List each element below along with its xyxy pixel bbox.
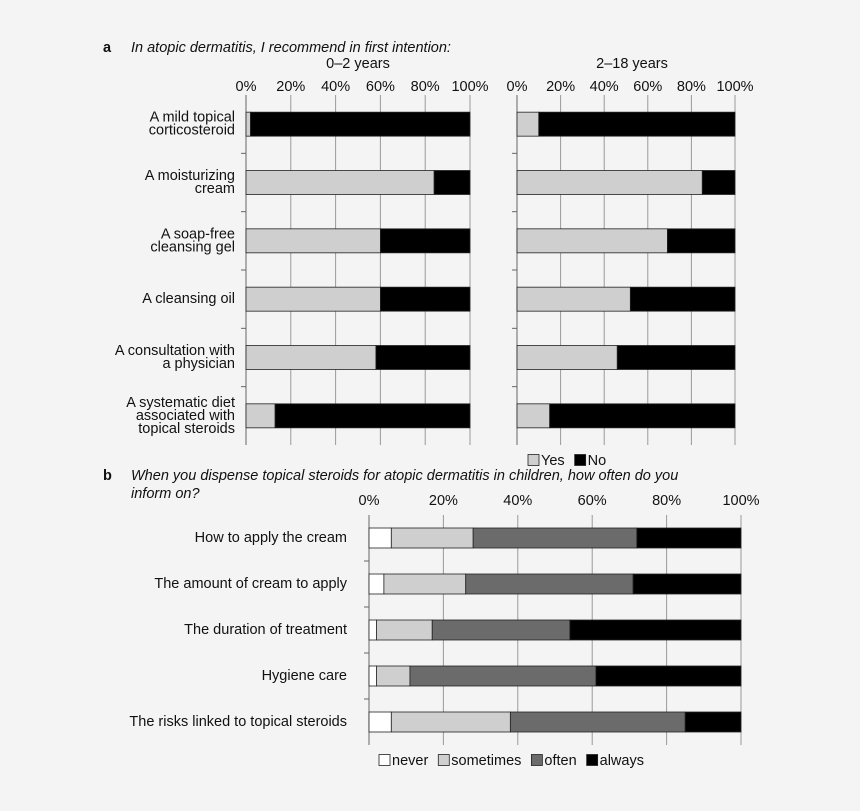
- bar-segment: [379, 228, 471, 254]
- x-tick-label: 100%: [451, 79, 488, 95]
- x-tick-label: 0%: [236, 79, 257, 95]
- category-label: A moisturizing cream: [145, 168, 235, 197]
- legend-label: Yes: [541, 453, 565, 469]
- bar-segment: [245, 228, 381, 254]
- x-tick-label: 100%: [722, 493, 759, 509]
- x-tick-label: 60%: [366, 79, 395, 95]
- bar-segment: [368, 619, 377, 641]
- bar-segment: [667, 228, 736, 254]
- legend-label: No: [588, 453, 607, 469]
- bar-segment: [472, 527, 638, 549]
- bar-segment: [368, 665, 377, 687]
- panel-subtitle: 0–2 years: [326, 56, 390, 72]
- bar-segment: [569, 619, 742, 641]
- bar-segment: [595, 665, 742, 687]
- bar-segment: [516, 111, 540, 137]
- bar-segment: [245, 111, 251, 137]
- bar-segment: [516, 228, 668, 254]
- category-label: The duration of treatment: [184, 622, 347, 638]
- panel-title: In atopic dermatitis, I recommend in fir…: [131, 40, 451, 56]
- panel-letter: b: [103, 468, 112, 484]
- x-tick-label: 60%: [633, 79, 662, 95]
- bar-segment: [433, 170, 471, 195]
- bar-segment: [245, 170, 435, 195]
- bar-segment: [250, 111, 471, 137]
- bar-segment: [516, 345, 618, 370]
- bar-segment: [636, 527, 742, 549]
- bar-segment: [245, 286, 381, 312]
- category-label: A mild topical corticosteroid: [149, 109, 235, 138]
- bar-segment: [368, 527, 392, 549]
- category-label: Hygiene care: [262, 668, 347, 684]
- bar-segment: [549, 403, 736, 429]
- bar-segment: [538, 111, 736, 137]
- x-tick-label: 0%: [507, 79, 528, 95]
- legend-swatch: [437, 754, 450, 766]
- category-label: A consultation with a physician: [115, 343, 235, 372]
- bar-segment: [516, 403, 551, 429]
- category-label: The risks linked to topical steroids: [129, 714, 347, 730]
- x-tick-label: 0%: [359, 493, 380, 509]
- bar-segment: [509, 711, 686, 733]
- x-tick-label: 80%: [677, 79, 706, 95]
- x-tick-label: 100%: [716, 79, 753, 95]
- panel-subtitle: 2–18 years: [596, 56, 668, 72]
- x-tick-label: 80%: [652, 493, 681, 509]
- x-tick-label: 20%: [276, 79, 305, 95]
- legend-swatch: [586, 754, 599, 766]
- bar-segment: [431, 619, 571, 641]
- x-tick-label: 80%: [411, 79, 440, 95]
- bar-segment: [632, 573, 742, 595]
- bar-segment: [616, 345, 736, 370]
- legend-label: always: [600, 753, 644, 769]
- category-label: A systematic diet associated with topical …: [126, 395, 235, 437]
- bar-segment: [274, 403, 471, 429]
- bar-segment: [368, 711, 392, 733]
- bar-segment: [516, 170, 703, 195]
- x-tick-label: 40%: [321, 79, 350, 95]
- legend-label: often: [544, 753, 576, 769]
- legend-label: never: [392, 753, 428, 769]
- category-label: How to apply the cream: [195, 530, 347, 546]
- bar-segment: [684, 711, 742, 733]
- bar-segment: [516, 286, 631, 312]
- bar-segment: [375, 345, 471, 370]
- bar-segment: [376, 665, 411, 687]
- x-tick-label: 40%: [503, 493, 532, 509]
- bar-segment: [383, 573, 467, 595]
- bar-segment: [390, 527, 474, 549]
- bar-segment: [409, 665, 597, 687]
- legend-swatch: [378, 754, 391, 766]
- x-tick-label: 20%: [546, 79, 575, 95]
- category-label: A soap-free cleansing gel: [150, 226, 235, 255]
- bar-segment: [390, 711, 511, 733]
- panel-title: When you dispense topical steroids for a…: [131, 468, 678, 502]
- category-label: A cleansing oil: [142, 291, 235, 307]
- panel-letter: a: [103, 40, 112, 56]
- category-label: The amount of cream to apply: [154, 576, 347, 592]
- x-tick-label: 40%: [590, 79, 619, 95]
- x-tick-label: 20%: [429, 493, 458, 509]
- x-tick-label: 60%: [578, 493, 607, 509]
- bar-segment: [245, 403, 276, 429]
- legend-swatch: [530, 754, 543, 766]
- bar-segment: [245, 345, 377, 370]
- bar-segment: [368, 573, 385, 595]
- bar-segment: [701, 170, 736, 195]
- legend-label: sometimes: [451, 753, 521, 769]
- bar-segment: [379, 286, 471, 312]
- bar-segment: [465, 573, 634, 595]
- bar-segment: [376, 619, 433, 641]
- bar-segment: [629, 286, 736, 312]
- legend-swatch: [574, 454, 587, 466]
- legend-swatch: [527, 454, 540, 466]
